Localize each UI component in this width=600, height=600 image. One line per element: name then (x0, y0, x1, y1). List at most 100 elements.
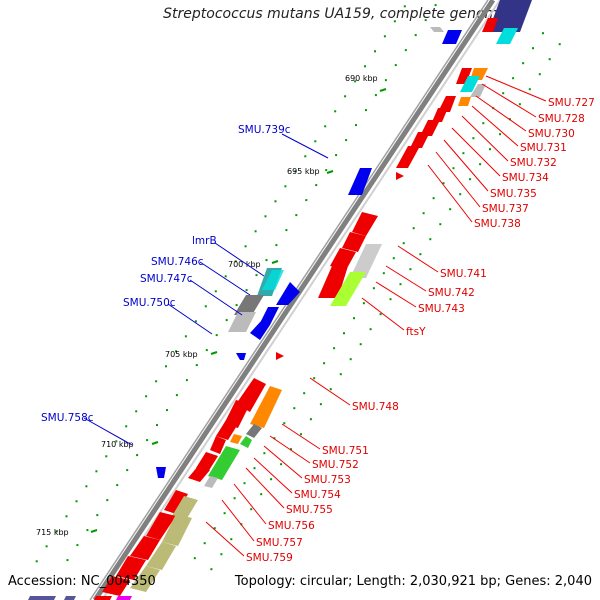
gene-feature[interactable] (276, 352, 284, 360)
tick-dot (334, 110, 337, 113)
gene-feature-smu752[interactable] (246, 424, 262, 438)
gene-feature[interactable] (188, 466, 210, 482)
gene-feature[interactable] (216, 420, 238, 440)
tick-dot (203, 542, 206, 545)
label-smu738[interactable]: SMU.738 (474, 218, 521, 230)
gene-feature-smu738[interactable] (396, 146, 420, 168)
gene-feature[interactable] (350, 244, 382, 278)
gene-feature-smu755[interactable] (208, 446, 240, 480)
label-smu727[interactable]: SMU.727 (548, 97, 595, 109)
label-smu754[interactable]: SMU.754 (294, 489, 341, 501)
tick-dot (343, 332, 345, 335)
gene-feature-smu751[interactable] (250, 386, 282, 428)
label-smu759[interactable]: SMU.759 (246, 552, 293, 564)
tick-dot (234, 260, 237, 263)
tick-dot (55, 530, 58, 533)
label-smu730[interactable]: SMU.730 (528, 128, 575, 140)
label-smu757[interactable]: SMU.757 (256, 537, 303, 549)
label-smu742[interactable]: SMU.742 (428, 287, 475, 299)
gene-feature-lmrB-inner[interactable] (262, 270, 284, 290)
gene-feature[interactable] (130, 536, 160, 560)
gene-feature-smu759[interactable] (146, 512, 176, 540)
label-smu748[interactable]: SMU.748 (352, 401, 399, 413)
tick-dot (364, 65, 366, 68)
gene-feature[interactable] (116, 596, 132, 600)
gene-feature[interactable] (240, 436, 252, 448)
gene-feature[interactable] (116, 556, 146, 580)
tick-dot (245, 289, 248, 292)
gene-feature[interactable] (162, 514, 192, 546)
label-smu758c[interactable]: SMU.758c (41, 412, 94, 424)
gene-feature[interactable] (488, 0, 532, 32)
label-smu755[interactable]: SMU.755 (286, 504, 333, 516)
gene-feature[interactable] (146, 542, 176, 570)
gene-feature[interactable] (94, 596, 112, 600)
gene-feature[interactable] (28, 596, 56, 600)
gene-feature-smu734[interactable] (432, 108, 448, 122)
gene-feature[interactable] (204, 476, 218, 488)
gene-feature-smu737[interactable] (410, 132, 430, 148)
label-smu735[interactable]: SMU.735 (490, 188, 537, 200)
gene-feature[interactable] (130, 566, 160, 592)
tick-dot (166, 409, 168, 412)
label-smu728[interactable]: SMU.728 (538, 113, 585, 125)
gene-feature-smu742[interactable] (342, 232, 366, 252)
gene-feature[interactable] (396, 172, 404, 180)
label-smu746c[interactable]: SMU.746c (151, 256, 204, 268)
label-lmrB[interactable]: lmrB (192, 235, 217, 247)
gene-feature[interactable] (470, 84, 486, 97)
tick-dot (522, 62, 525, 65)
gene-feature[interactable] (482, 18, 498, 32)
label-smu732[interactable]: SMU.732 (510, 157, 557, 169)
tick-dot (419, 253, 422, 256)
gene-feature[interactable] (224, 400, 250, 428)
gene-feature[interactable] (442, 30, 462, 44)
gene-feature-smu758c[interactable] (156, 467, 166, 478)
tick-dot (263, 452, 266, 455)
label-smu739c[interactable]: SMU.739c (238, 124, 291, 136)
label-ftsY[interactable]: ftsY (406, 326, 426, 338)
gene-feature-smu739c[interactable] (348, 168, 372, 195)
label-smu731[interactable]: SMU.731 (520, 142, 567, 154)
label-smu750c[interactable]: SMU.750c (123, 297, 176, 309)
tick-dot (324, 125, 327, 128)
gene-feature[interactable] (496, 28, 518, 44)
label-smu756[interactable]: SMU.756 (268, 520, 315, 532)
label-smu753[interactable]: SMU.753 (304, 474, 351, 486)
gene-feature-smu746c[interactable] (276, 282, 300, 305)
gene-feature[interactable] (102, 576, 130, 596)
gene-feature-smu741[interactable] (352, 212, 378, 236)
gene-feature-smu756[interactable] (196, 452, 218, 472)
label-smu741[interactable]: SMU.741 (440, 268, 487, 280)
label-smu752[interactable]: SMU.752 (312, 459, 359, 471)
gene-feature-smu754[interactable] (210, 436, 226, 454)
tick-dot (223, 512, 226, 515)
gene-feature-smu743[interactable] (330, 248, 356, 270)
gene-feature[interactable] (172, 496, 198, 520)
tick-dot (389, 298, 392, 301)
label-smu747c[interactable]: SMU.747c (140, 273, 193, 285)
tick-dot (126, 469, 129, 472)
gene-feature-smu757[interactable] (164, 490, 188, 514)
tick-dot (304, 155, 307, 158)
label-smu734[interactable]: SMU.734 (502, 172, 549, 184)
label-smu751[interactable]: SMU.751 (322, 445, 369, 457)
gene-feature-smu731[interactable] (458, 97, 471, 106)
tick-dot (394, 64, 397, 67)
gene-feature-ftsY[interactable] (330, 272, 366, 306)
gene-feature-small[interactable] (236, 353, 246, 360)
tick-dot (215, 334, 218, 337)
label-smu743[interactable]: SMU.743 (418, 303, 465, 315)
gene-feature[interactable] (228, 312, 256, 332)
gene-feature-smu730[interactable] (460, 76, 480, 92)
gene-feature[interactable] (234, 295, 264, 315)
gene-feature[interactable] (430, 27, 444, 32)
gene-feature[interactable] (64, 596, 76, 600)
gene-feature-smu727[interactable] (456, 68, 472, 84)
label-smu737[interactable]: SMU.737 (482, 203, 529, 215)
gene-feature-smu747c[interactable] (259, 307, 279, 325)
tick-dot (548, 58, 551, 61)
gene-feature-smu750c[interactable] (250, 320, 270, 340)
gene-feature-smu753[interactable] (230, 434, 242, 444)
